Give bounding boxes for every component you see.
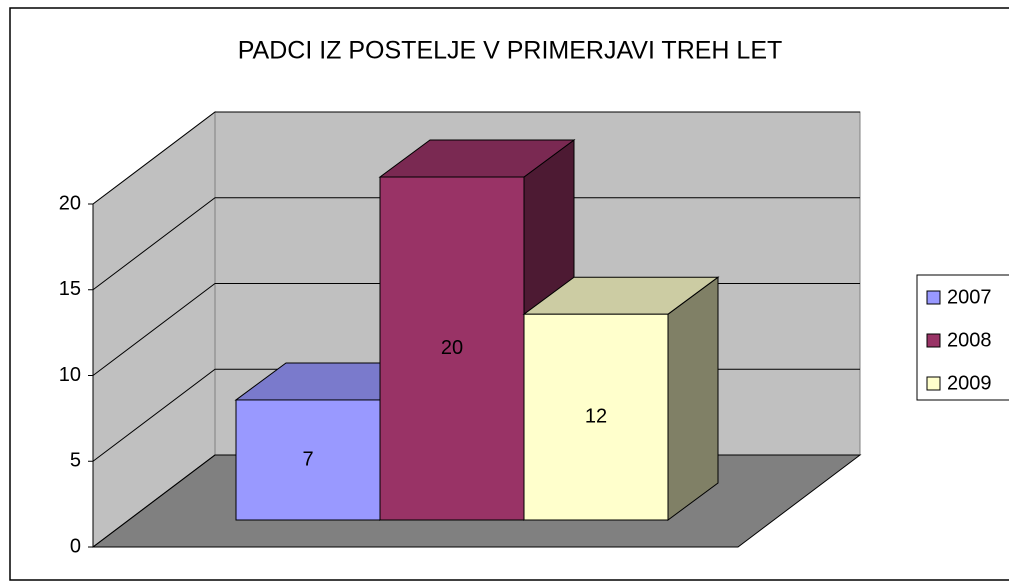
chart-title: PADCI IZ POSTELJE V PRIMERJAVI TREH LET xyxy=(238,37,783,65)
bar xyxy=(379,176,525,521)
grid-line xyxy=(92,111,860,205)
legend-swatch xyxy=(926,333,941,348)
bar-side xyxy=(667,276,719,521)
data-label: 7 xyxy=(302,448,313,470)
y-tick-label: 0 xyxy=(70,535,81,557)
legend-label: 2009 xyxy=(947,372,992,394)
data-label: 12 xyxy=(585,405,607,427)
data-label: 20 xyxy=(441,337,463,359)
y-tick-label: 5 xyxy=(70,450,81,472)
y-tick-label: 15 xyxy=(59,278,81,300)
legend-label: 2007 xyxy=(947,286,992,308)
legend-label: 2008 xyxy=(947,329,992,351)
legend-swatch xyxy=(926,376,941,391)
bar xyxy=(523,313,669,521)
y-tick-label: 10 xyxy=(59,364,81,386)
y-tick-label: 20 xyxy=(59,192,81,214)
grid-line xyxy=(92,197,860,291)
legend-swatch xyxy=(926,290,941,305)
bar xyxy=(235,399,381,521)
